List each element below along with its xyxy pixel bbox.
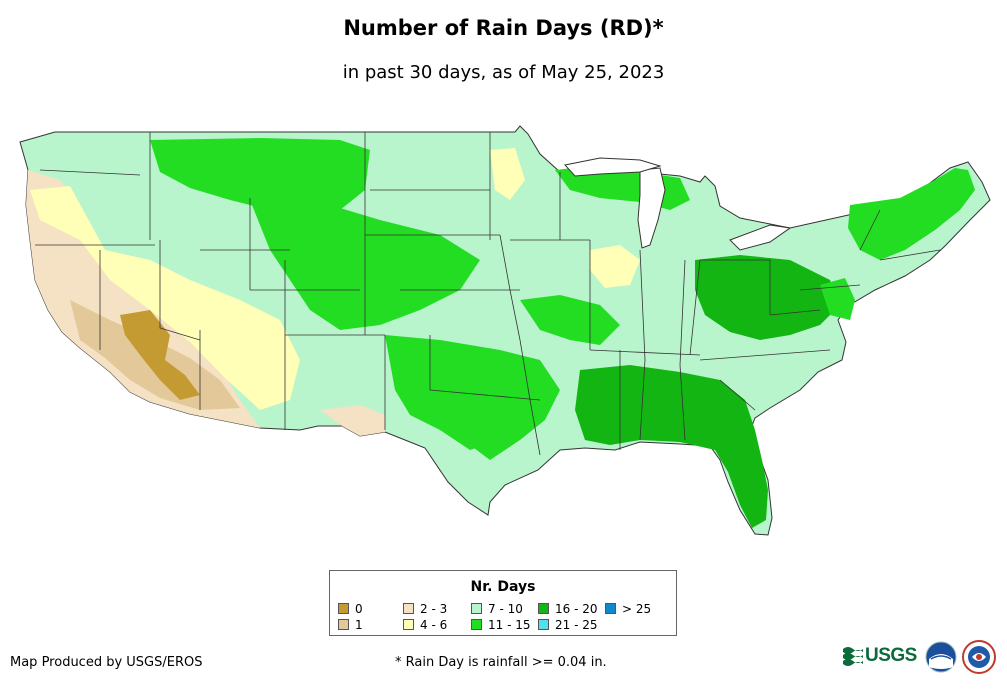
ohio-valley-wet	[695, 255, 840, 340]
legend-label: 1	[355, 618, 363, 632]
legend-label: > 25	[622, 602, 652, 616]
legend-item-7: 21 - 25	[538, 618, 598, 632]
legend-swatch	[403, 619, 414, 630]
usgs-logo: USGS	[843, 643, 921, 669]
legend-title: Nr. Days	[470, 579, 536, 595]
legend-item-6: 16 - 20	[538, 602, 598, 616]
legend-label: 21 - 25	[555, 618, 598, 632]
map-subtitle: in past 30 days, as of May 25, 2023	[342, 62, 665, 83]
legend-label: 7 - 10	[488, 602, 523, 616]
legend-swatch	[403, 603, 414, 614]
usgs-wave-icon	[843, 647, 863, 666]
legend-swatch	[338, 619, 349, 630]
noaa-logo-icon	[925, 641, 957, 673]
great-basin-dry	[30, 186, 300, 410]
state-boundaries	[35, 132, 941, 456]
legend-label: 4 - 6	[420, 618, 448, 632]
mojave-zero-days	[120, 310, 200, 400]
lake-erie	[729, 224, 792, 251]
legend-item-1: 1	[338, 618, 363, 632]
legend-item-0: 0	[338, 602, 363, 616]
texas-central-wet	[420, 390, 510, 450]
credit-text: Map Produced by USGS/EROS	[10, 655, 203, 670]
legend-swatch	[471, 603, 482, 614]
new-mexico-dry	[320, 405, 385, 436]
usgs-wordmark: USGS	[865, 645, 917, 666]
lake-michigan	[637, 167, 666, 249]
legend-item-2: 2 - 3	[403, 602, 447, 616]
lake-superior	[564, 157, 662, 177]
southeast-wet	[575, 365, 768, 528]
legend: Nr. Days 0 1 2 - 3 4 - 6 7 - 10 11 - 15 …	[329, 570, 677, 636]
legend-label: 0	[355, 602, 363, 616]
dakotas-dry-pocket	[490, 148, 525, 200]
legend-swatch	[338, 603, 349, 614]
mid-atlantic-wet	[820, 278, 855, 320]
legend-item-4: 7 - 10	[471, 602, 523, 616]
legend-label: 2 - 3	[420, 602, 448, 616]
legend-swatch	[538, 603, 549, 614]
midwest-patches	[520, 295, 620, 345]
northeast-wet	[848, 168, 975, 260]
legend-swatch	[605, 603, 616, 614]
footnote-text: * Rain Day is rainfall >= 0.04 in.	[395, 655, 607, 670]
legend-item-5: 11 - 15	[471, 618, 531, 632]
legend-label: 11 - 15	[488, 618, 531, 632]
midwest-dry-pocket	[590, 245, 640, 288]
nws-logo-icon	[962, 640, 996, 674]
legend-swatch	[538, 619, 549, 630]
legend-label: 16 - 20	[555, 602, 598, 616]
legend-item-3: 4 - 6	[403, 618, 447, 632]
northern-rockies-wet	[150, 138, 370, 220]
legend-swatch	[471, 619, 482, 630]
legend-item-8: > 25	[605, 602, 651, 616]
map-title: Number of Rain Days (RD)*	[343, 16, 664, 40]
rain-days-map	[19, 125, 991, 536]
